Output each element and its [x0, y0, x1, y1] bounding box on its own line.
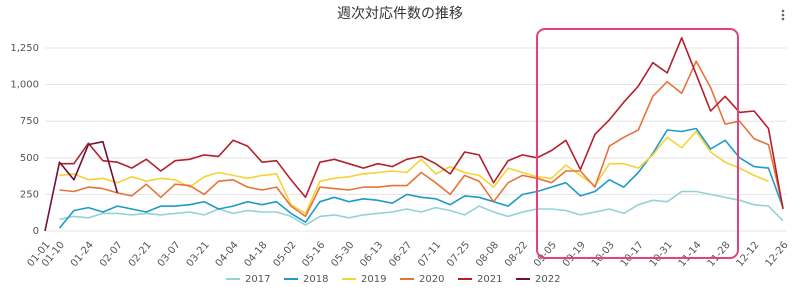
series-line	[59, 37, 784, 210]
x-tick-label: 08-22	[503, 240, 530, 269]
series-line	[59, 190, 784, 226]
x-tick-label: 04-18	[243, 240, 270, 269]
series-line	[58, 127, 784, 229]
chart-title: 週次対応件数の推移	[337, 6, 463, 22]
x-tick-label: 06-13	[358, 240, 385, 269]
legend-label: 2021	[477, 274, 502, 285]
highlight-frame	[536, 28, 739, 259]
x-tick-label: 08-08	[474, 240, 501, 269]
y-tick-label: 0	[33, 226, 39, 237]
x-tick-label: 03-21	[185, 240, 212, 269]
menu-dot	[781, 17, 785, 21]
series-line	[59, 130, 769, 215]
x-tick-label: 06-27	[387, 240, 414, 269]
legend-label: 2022	[535, 274, 560, 285]
x-tick-label: 11-28	[706, 240, 733, 269]
y-tick-label: 250	[20, 189, 39, 200]
y-tick-label: 1,250	[10, 43, 39, 54]
x-tick-label: 05-02	[271, 240, 298, 269]
legend-label: 2018	[303, 274, 328, 285]
menu-dot	[781, 9, 785, 13]
y-tick-label: 1,000	[10, 80, 39, 91]
x-tick-label: 10-31	[648, 240, 675, 269]
x-tick-label: 02-07	[98, 240, 125, 269]
x-tick-label: 02-21	[127, 240, 154, 269]
x-tick-label: 01-24	[69, 240, 96, 269]
x-tick-label: 04-04	[214, 240, 241, 269]
menu-dot	[781, 13, 785, 17]
legend-label: 2019	[361, 274, 386, 285]
x-tick-label: 05-30	[329, 240, 356, 269]
series-line	[59, 60, 784, 218]
x-tick-label: 05-16	[300, 240, 327, 269]
x-tick-label: 07-11	[416, 240, 443, 269]
x-tick-label: 03-07	[156, 240, 183, 269]
y-tick-label: 750	[20, 116, 39, 127]
y-tick-label: 500	[20, 153, 39, 164]
x-tick-label: 12-26	[763, 240, 790, 269]
series-line	[44, 140, 119, 232]
legend-label: 2020	[419, 274, 444, 285]
x-tick-label: 10-17	[619, 240, 646, 269]
x-tick-label: 10-03	[590, 240, 617, 269]
x-tick-label: 07-25	[445, 240, 472, 269]
x-tick-label: 09-19	[561, 240, 588, 269]
menu-icon[interactable]	[781, 9, 785, 21]
x-tick-label: 11-14	[677, 240, 704, 269]
legend-label: 2017	[245, 274, 270, 285]
